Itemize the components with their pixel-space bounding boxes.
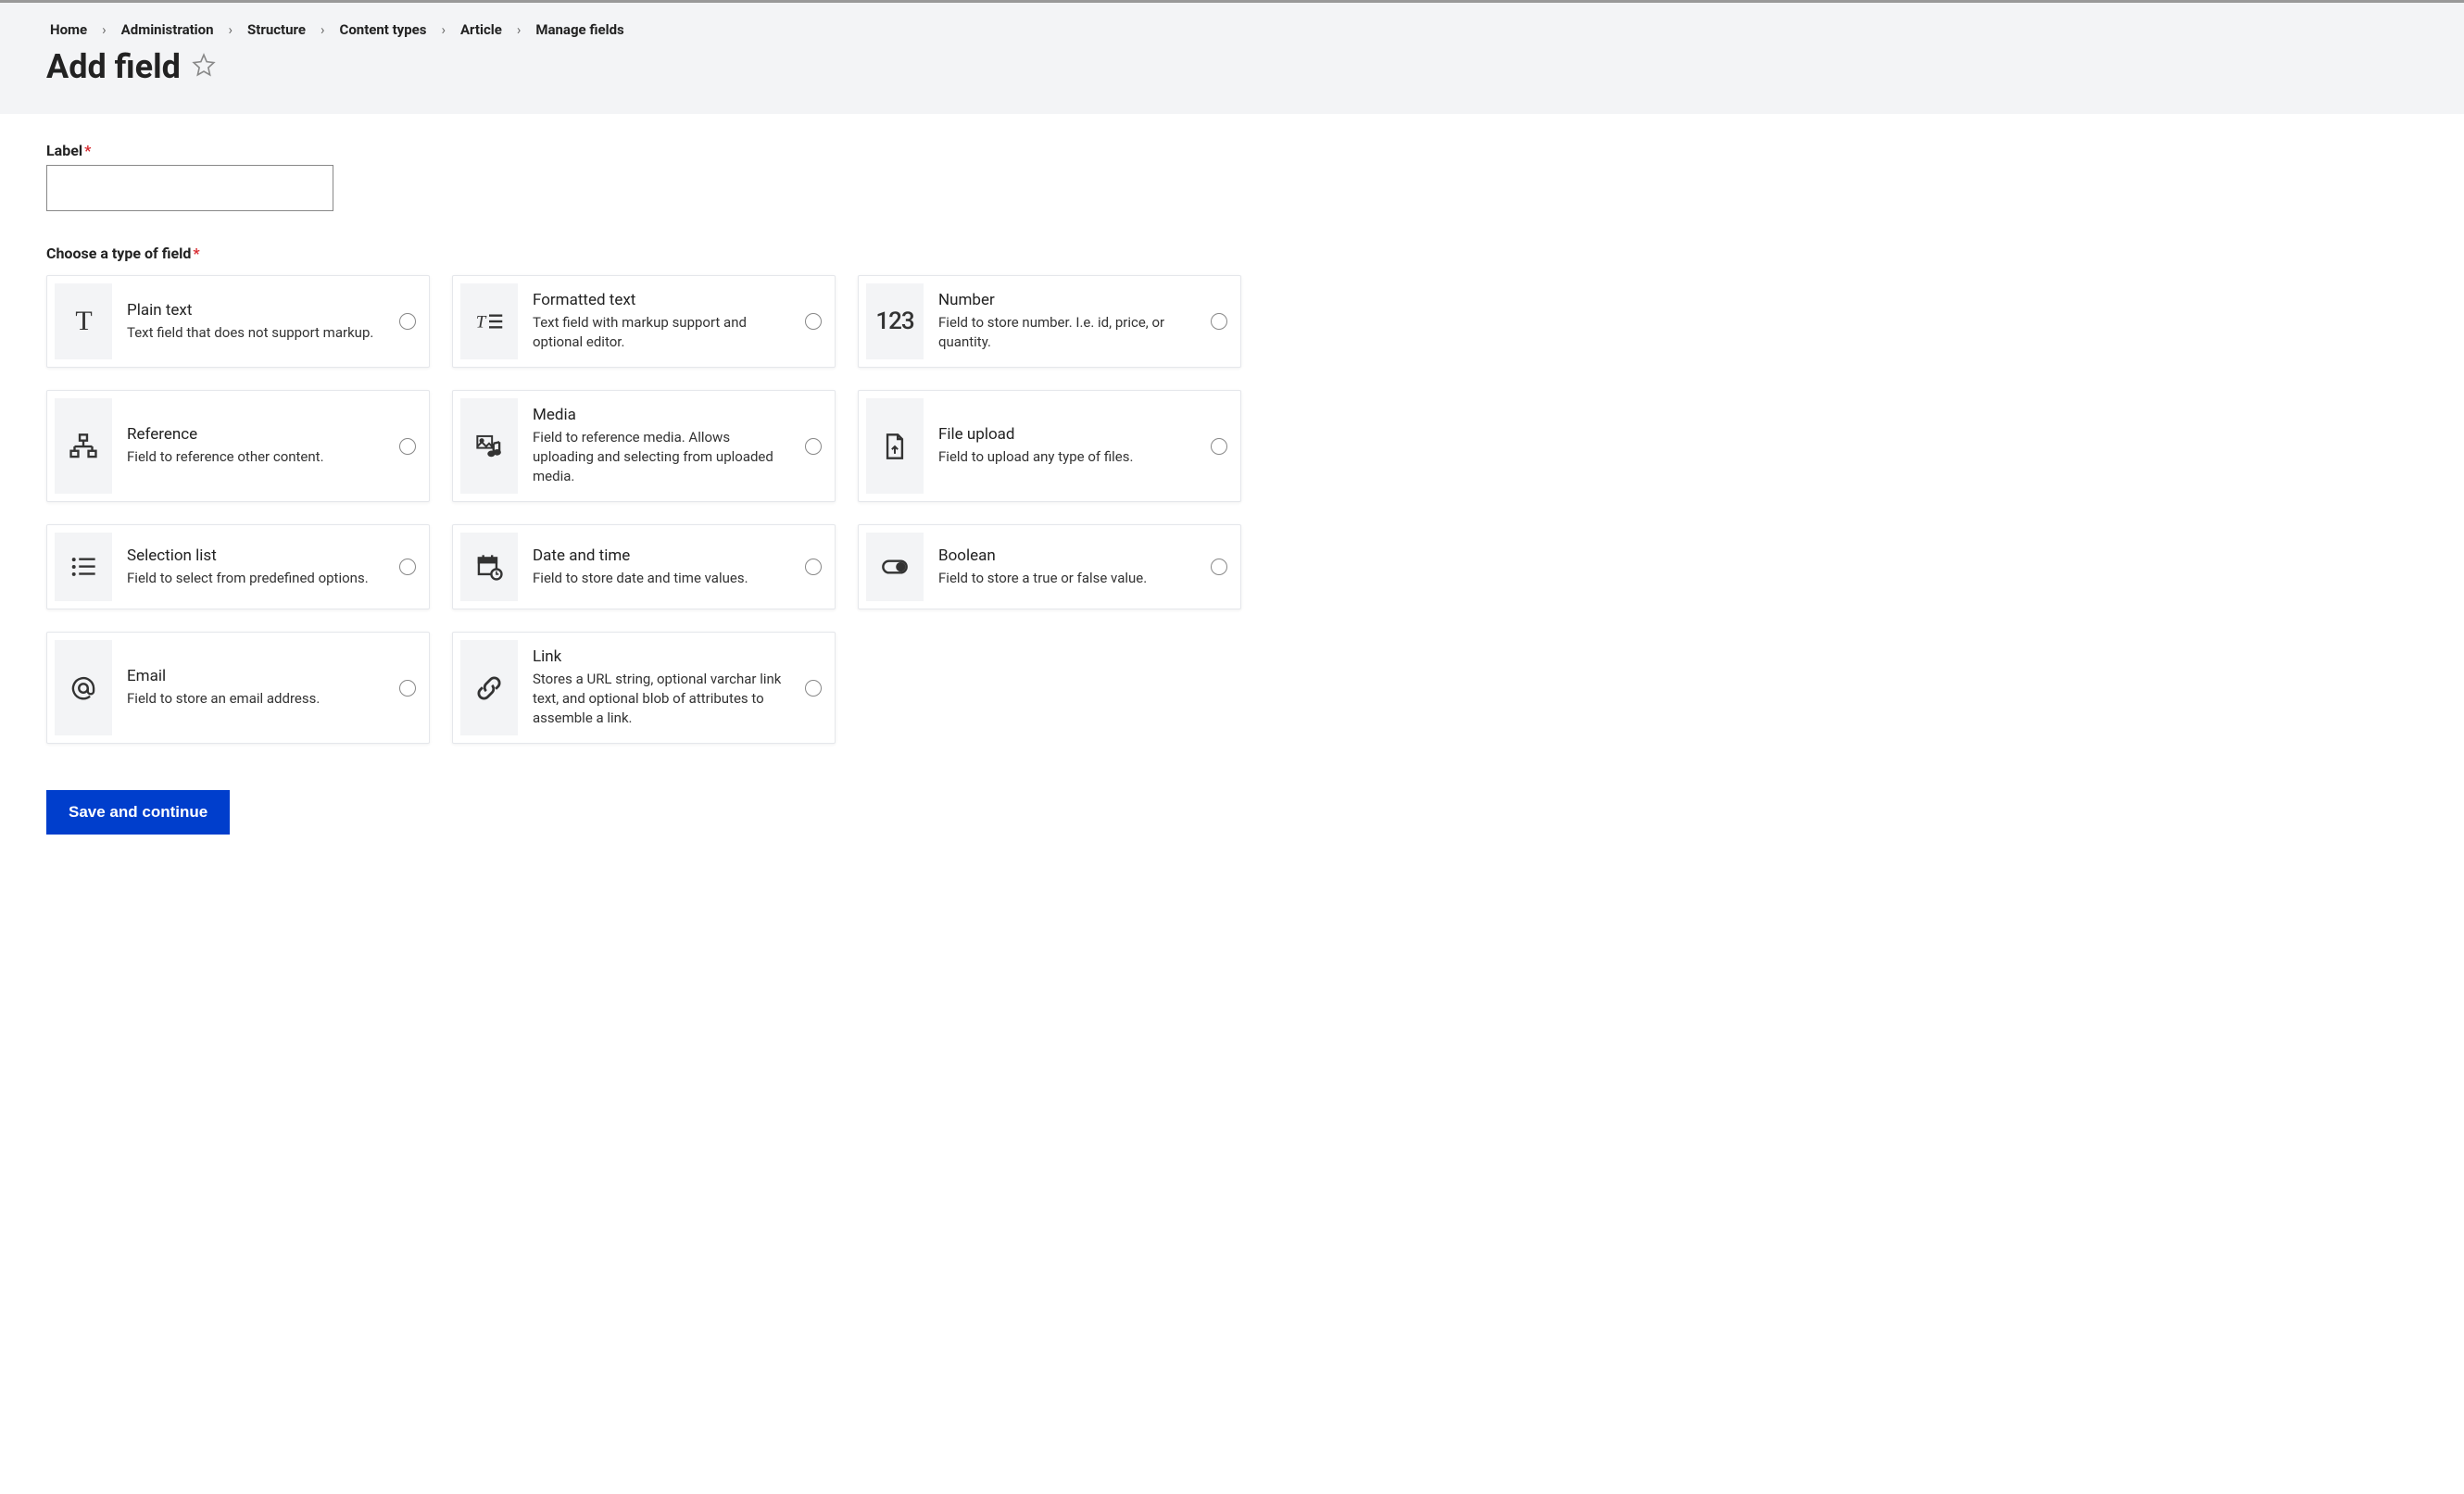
number-icon: 123 [866,283,924,359]
field-type-card-boolean[interactable]: Boolean Field to store a true or false va… [858,524,1241,609]
card-body: Selection list Field to select from prede… [112,525,386,609]
breadcrumb-separator: › [435,21,451,38]
card-description: Field to store an email address. [127,689,379,709]
boolean-icon [866,533,924,601]
favorite-star-icon[interactable] [192,53,216,81]
breadcrumb-item-administration[interactable]: Administration [118,19,218,40]
field-type-radio[interactable] [792,525,835,609]
field-type-card-selection-list[interactable]: Selection list Field to select from prede… [46,524,430,609]
breadcrumb-item-structure[interactable]: Structure [244,19,309,40]
formatted-text-icon: T [460,283,518,359]
card-body: Date and time Field to store date and tim… [518,525,792,609]
page-header: Home › Administration › Structure › Cont… [0,3,2464,114]
card-body: Email Field to store an email address. [112,633,386,743]
field-type-radio[interactable] [1198,391,1240,501]
selection-list-icon [55,533,112,601]
field-type-card-date-time[interactable]: Date and time Field to store date and tim… [452,524,836,609]
page-title: Add field [46,47,181,86]
save-and-continue-button[interactable]: Save and continue [46,790,230,835]
label-input[interactable] [46,165,333,211]
breadcrumb-separator: › [315,21,331,38]
field-type-radio[interactable] [386,633,429,743]
field-type-radio[interactable] [386,276,429,367]
card-description: Field to reference other content. [127,447,379,467]
card-title: File upload [938,425,1190,444]
card-title: Link [533,647,785,666]
media-icon [460,398,518,494]
field-type-card-reference[interactable]: Reference Field to reference other conten… [46,390,430,502]
breadcrumb-separator: › [223,21,239,38]
card-title: Formatted text [533,291,785,309]
card-title: Reference [127,425,379,444]
card-description: Field to store a true or false value. [938,569,1190,588]
card-title: Number [938,291,1190,309]
card-body: Link Stores a URL string, optional varcha… [518,633,792,743]
card-body: Media Field to reference media. Allows up… [518,391,792,501]
card-description: Field to reference media. Allows uploadi… [533,428,785,486]
field-type-card-plain-text[interactable]: T Plain text Text field that does not supp… [46,275,430,368]
card-title: Date and time [533,546,785,565]
card-description: Text field with markup support and optio… [533,313,785,352]
field-type-card-formatted-text[interactable]: T Formatted text Text field with markup su… [452,275,836,368]
card-body: Boolean Field to store a true or false va… [924,525,1198,609]
reference-icon [55,398,112,494]
field-type-card-media[interactable]: Media Field to reference media. Allows up… [452,390,836,502]
card-description: Field to store date and time values. [533,569,785,588]
card-body: File upload Field to upload any type of f… [924,391,1198,501]
card-description: Field to select from predefined options. [127,569,379,588]
field-type-card-link[interactable]: Link Stores a URL string, optional varcha… [452,632,836,744]
field-type-card-number[interactable]: 123 Number Field to store number. I.e. id,… [858,275,1241,368]
breadcrumb-separator: › [96,21,112,38]
field-type-radio[interactable] [1198,276,1240,367]
field-type-radio[interactable] [386,391,429,501]
field-type-radio[interactable] [792,276,835,367]
card-body: Number Field to store number. I.e. id, pr… [924,276,1198,367]
link-icon [460,640,518,735]
field-type-radio[interactable] [792,633,835,743]
card-title: Media [533,406,785,424]
svg-text:T: T [476,312,487,332]
email-icon [55,640,112,735]
main-form: Label* Choose a type of field* TPlain te… [0,114,2464,872]
card-description: Text field that does not support markup. [127,323,379,343]
card-description: Field to upload any type of files. [938,447,1190,467]
field-type-radio[interactable] [1198,525,1240,609]
field-type-grid: T Plain text Text field that does not supp… [46,275,1241,744]
breadcrumb-separator: › [511,21,527,38]
breadcrumb-item-content-types[interactable]: Content types [336,19,431,40]
card-title: Email [127,667,379,685]
card-body: Formatted text Text field with markup sup… [518,276,792,367]
field-type-radio[interactable] [792,391,835,501]
card-body: Reference Field to reference other conten… [112,391,386,501]
card-description: Field to store number. I.e. id, price, o… [938,313,1190,352]
card-title: Boolean [938,546,1190,565]
field-type-card-email[interactable]: Email Field to store an email address. [46,632,430,744]
breadcrumb-item-article[interactable]: Article [457,19,506,40]
breadcrumb-item-home[interactable]: Home [46,19,91,40]
card-description: Stores a URL string, optional varchar li… [533,670,785,728]
card-title: Plain text [127,301,379,320]
field-type-card-file-upload[interactable]: File upload Field to upload any type of f… [858,390,1241,502]
card-body: Plain text Text field that does not suppo… [112,276,386,367]
field-type-section-label: Choose a type of field* [46,245,2418,262]
breadcrumb: Home › Administration › Structure › Cont… [46,19,2418,40]
file-upload-icon [866,398,924,494]
breadcrumb-item-manage-fields[interactable]: Manage fields [532,19,627,40]
card-title: Selection list [127,546,379,565]
plain-text-icon: T [55,283,112,359]
field-type-radio[interactable] [386,525,429,609]
date-time-icon [460,533,518,601]
label-field-label: Label* [46,142,2418,159]
